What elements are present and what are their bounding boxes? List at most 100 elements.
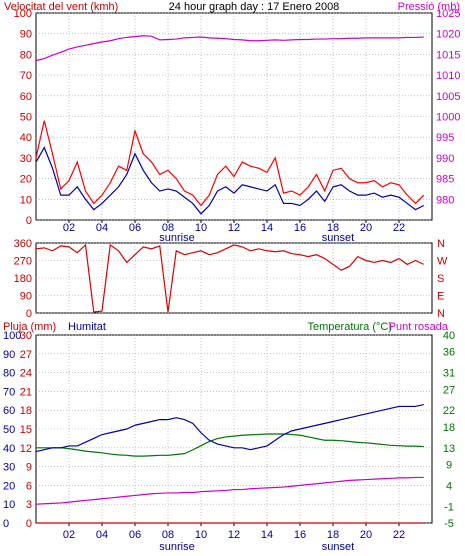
direction-compass-tick-label: E <box>437 291 444 303</box>
rain-tick-label: 6 <box>26 480 32 492</box>
humidity-tick-label: 10 <box>3 499 15 511</box>
direction-compass-tick-label: N <box>437 308 445 320</box>
graph-title: 24 hour graph day : 17 Enero 2008 <box>169 1 340 13</box>
wind-speed-tick-label: 30 <box>20 153 32 165</box>
humidity-tick-label: 30 <box>3 462 15 474</box>
wind-axis-title: Velocitat del vent (kmh) <box>4 1 118 13</box>
rain-tick-label: 30 <box>20 330 32 342</box>
wind-gust-series-line <box>35 120 425 207</box>
direction-compass-tick-label: S <box>437 273 444 285</box>
x-axis-tick-label: 10 <box>195 222 207 234</box>
wind-time-axis: 02 04 06 08 10 12 14 16 18 20 22 <box>63 220 405 234</box>
pressure-tick-label: 1020 <box>436 29 460 41</box>
humidity-axis-title: Humitat <box>68 321 106 333</box>
temperature-tick-label: 13 <box>443 443 455 455</box>
pressure-axis-title: Pressió (mb) <box>398 1 460 13</box>
humidity-tick-label: 0 <box>3 518 9 530</box>
rain-tick-label: 15 <box>20 424 32 436</box>
pressure-tick-label: 980 <box>436 194 454 206</box>
temperature-tick-label: 40 <box>443 330 455 342</box>
wind-speed-tick-label: 40 <box>20 132 32 144</box>
wind-panel-grid <box>36 12 432 221</box>
humidity-tick-label: 60 <box>3 405 15 417</box>
wind-speed-tick-label: 10 <box>20 194 32 206</box>
x-axis-tick-label: 06 <box>129 529 141 541</box>
wind-speed-tick-label: 20 <box>20 174 32 186</box>
x-axis-tick-label: 20 <box>360 222 372 234</box>
rain-tick-label: 21 <box>20 386 32 398</box>
humidity-tick-label: 20 <box>3 480 15 492</box>
dewpoint-axis-title: Punt rosada <box>389 321 449 333</box>
temperature-tick-label: -5 <box>444 518 454 530</box>
temperature-tick-label: 4 <box>446 480 452 492</box>
wind-speed-axis: 0 10 20 30 40 50 60 70 80 90 100 <box>14 8 32 227</box>
wind-sunset-label: sunset <box>322 232 354 244</box>
humidity-time-axis: 02 04 06 08 10 12 14 16 18 20 22 <box>63 523 405 541</box>
direction-degree-tick-label: 360 <box>14 238 32 250</box>
rain-tick-label: 18 <box>20 405 32 417</box>
x-axis-tick-label: 14 <box>261 529 273 541</box>
humidity-tick-label: 90 <box>3 349 15 361</box>
direction-degree-tick-label: 270 <box>14 256 32 268</box>
temperature-tick-label: 9 <box>446 460 452 472</box>
pressure-series-line <box>35 35 424 62</box>
x-axis-tick-label: 02 <box>63 529 75 541</box>
temperature-tick-label: 22 <box>443 405 455 417</box>
temperature-tick-label: 36 <box>443 347 455 359</box>
wind-speed-tick-label: 90 <box>20 29 32 41</box>
x-axis-tick-label: 06 <box>129 222 141 234</box>
direction-degree-tick-label: 0 <box>26 308 32 320</box>
wind-speed-tick-label: 60 <box>20 91 32 103</box>
wind-speed-tick-label: 70 <box>20 70 32 82</box>
rain-tick-label: 24 <box>20 368 32 380</box>
direction-degree-axis: 0 90 180 270 360 <box>14 238 32 320</box>
direction-degree-tick-label: 180 <box>14 273 32 285</box>
humidity-sunset-label: sunset <box>322 541 354 553</box>
pressure-tick-label: 985 <box>436 174 454 186</box>
x-axis-tick-label: 16 <box>294 222 306 234</box>
direction-compass-tick-label: W <box>437 256 448 268</box>
humidity-series-line <box>35 403 424 453</box>
x-axis-tick-label: 20 <box>360 529 372 541</box>
wind-speed-tick-label: 0 <box>26 215 32 227</box>
humidity-tick-label: 40 <box>3 443 15 455</box>
x-axis-tick-label: 18 <box>327 529 339 541</box>
pressure-tick-label: 990 <box>436 153 454 165</box>
x-axis-tick-label: 14 <box>261 222 273 234</box>
x-axis-tick-label: 22 <box>393 222 405 234</box>
temperature-tick-label: 27 <box>443 384 455 396</box>
humidity-tick-label: 70 <box>3 386 15 398</box>
humidity-tick-label: 50 <box>3 424 15 436</box>
x-axis-tick-label: 22 <box>393 529 405 541</box>
wind-sunrise-label: sunrise <box>159 232 194 244</box>
temperature-series-line <box>36 433 424 457</box>
rain-tick-label: 27 <box>20 349 32 361</box>
pressure-tick-label: 1015 <box>436 49 460 61</box>
wind-speed-tick-label: 80 <box>20 49 32 61</box>
temperature-tick-label: 31 <box>443 368 455 380</box>
rain-tick-label: 9 <box>26 462 32 474</box>
x-axis-tick-label: 04 <box>96 222 108 234</box>
x-axis-tick-label: 12 <box>228 529 240 541</box>
pressure-tick-label: 1025 <box>436 8 460 20</box>
humidity-tick-label: 80 <box>3 368 15 380</box>
humidity-sunrise-label: sunrise <box>159 541 194 553</box>
direction-compass-tick-label: N <box>437 238 445 250</box>
temperature-tick-label: -1 <box>444 501 454 513</box>
temperature-axis: -5 -1 4 9 13 18 22 27 31 36 40 <box>443 330 455 530</box>
temperature-axis-title: Temperatura (°C) <box>308 321 392 333</box>
pressure-tick-label: 995 <box>436 132 454 144</box>
x-axis-tick-label: 16 <box>294 529 306 541</box>
x-axis-tick-label: 18 <box>327 222 339 234</box>
wind-average-series-line <box>35 146 425 215</box>
x-axis-tick-label: 08 <box>162 222 174 234</box>
rain-tick-label: 3 <box>26 499 32 511</box>
humidity-tick-label: 100 <box>3 330 21 342</box>
rain-tick-label: 0 <box>26 518 32 530</box>
